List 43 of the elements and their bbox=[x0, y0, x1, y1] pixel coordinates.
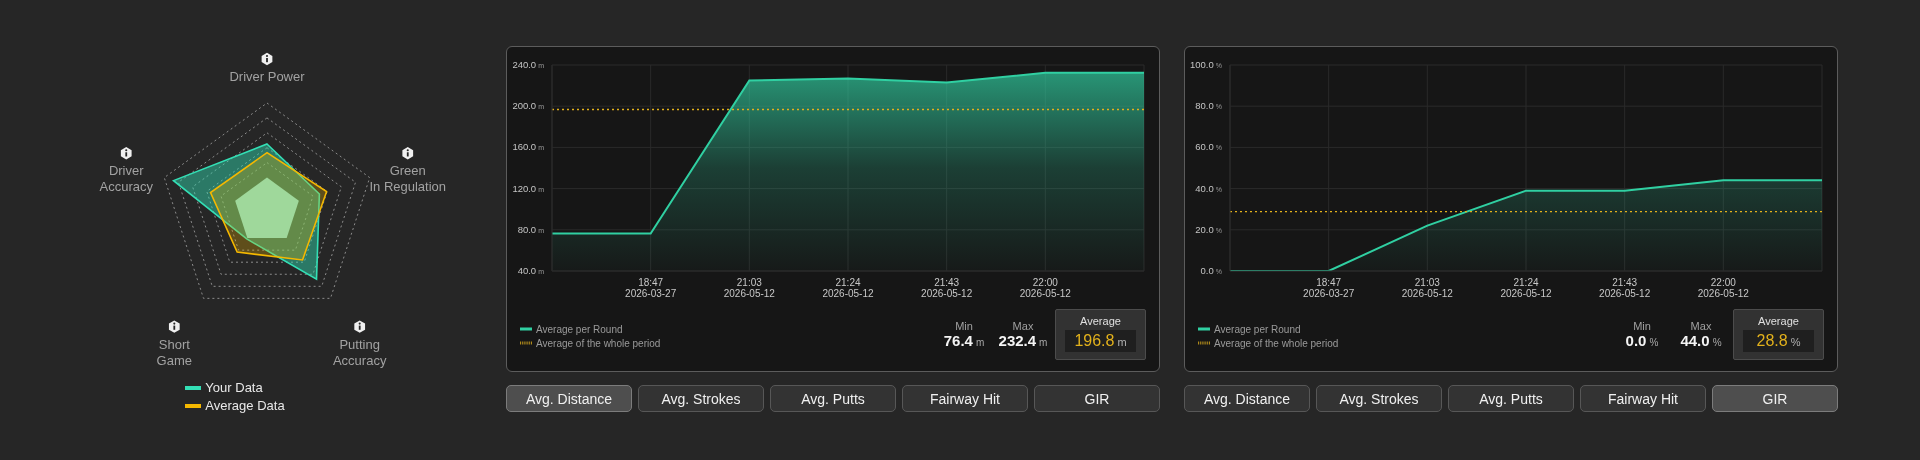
x-tick-label: 21:03 2026-05-12 bbox=[1401, 277, 1454, 299]
x-tick-label: 21:24 2026-05-12 bbox=[1500, 277, 1553, 299]
legend-label: Your Data bbox=[205, 380, 263, 395]
spoke-label: Driver Accuracy bbox=[99, 163, 154, 195]
tab-button[interactable]: GIR bbox=[1034, 385, 1160, 412]
legend-label: Average of the whole period bbox=[1214, 338, 1339, 349]
x-tick-label: 21:43 2026-05-12 bbox=[1599, 277, 1651, 299]
value-field: 28.8 % bbox=[1743, 330, 1814, 352]
x-tick-label: 22:00 2026-05-12 bbox=[1019, 277, 1072, 299]
text: 76.4 m bbox=[943, 332, 985, 349]
text: 0.0 % bbox=[1625, 332, 1659, 349]
x-tick-label: 18:47 2026-03-27 bbox=[625, 277, 677, 299]
x-tick-label: 21:43 2026-05-12 bbox=[921, 277, 973, 299]
legend-label: Average Data bbox=[205, 398, 285, 413]
tab-button[interactable]: Avg. Strokes bbox=[638, 385, 764, 412]
tab-button[interactable]: Avg. Distance bbox=[506, 385, 632, 412]
spoke-label: Driver Power bbox=[229, 69, 306, 84]
x-tick-label: 21:03 2026-05-12 bbox=[723, 277, 776, 299]
text: Min bbox=[955, 320, 973, 333]
x-tick-label: 18:47 2026-03-27 bbox=[1303, 277, 1355, 299]
spoke-label: Putting Accuracy bbox=[332, 336, 387, 368]
spoke-label: Green In Regulation bbox=[369, 163, 447, 195]
tab-button[interactable]: GIR bbox=[1712, 385, 1838, 412]
tab-button[interactable]: Avg. Distance bbox=[1184, 385, 1310, 412]
tab-button[interactable]: Fairway Hit bbox=[902, 385, 1028, 412]
tab-button[interactable]: Avg. Strokes bbox=[1316, 385, 1442, 412]
x-tick-label: 21:24 2026-05-12 bbox=[822, 277, 875, 299]
stat-card: Average 196.8 m bbox=[1055, 309, 1146, 360]
legend-label: Average per Round bbox=[1214, 324, 1301, 335]
tab-button[interactable]: Fairway Hit bbox=[1580, 385, 1706, 412]
tab-button[interactable]: Avg. Putts bbox=[770, 385, 896, 412]
legend-label: Average per Round bbox=[536, 324, 623, 335]
text: Max bbox=[1690, 320, 1712, 333]
text: 44.0 % bbox=[1680, 332, 1722, 349]
x-tick-label: 22:00 2026-05-12 bbox=[1697, 277, 1750, 299]
text: Max bbox=[1012, 320, 1034, 333]
value-field: 196.8 m bbox=[1065, 330, 1136, 352]
stat-card: Average 28.8 % bbox=[1733, 309, 1824, 360]
spoke-label: Short Game bbox=[156, 336, 192, 368]
text: Min bbox=[1633, 320, 1651, 333]
text: 232.4 m bbox=[998, 332, 1048, 349]
tab-button[interactable]: Avg. Putts bbox=[1448, 385, 1574, 412]
legend-label: Average of the whole period bbox=[536, 338, 661, 349]
